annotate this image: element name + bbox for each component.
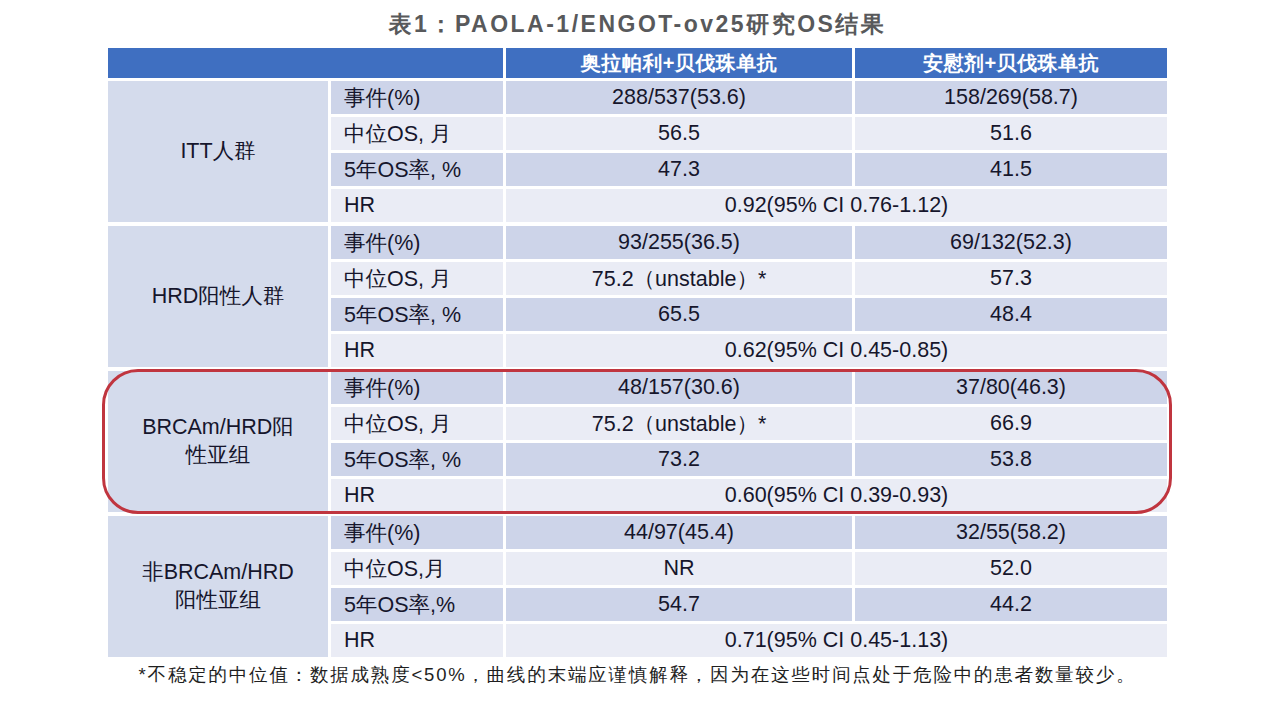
table-header-row: 奥拉帕利+贝伐珠单抗 安慰剂+贝伐珠单抗 [108, 48, 1167, 78]
value-cell-olaparib: 93/255(36.5) [506, 226, 852, 259]
table-title: 表1：PAOLA-1/ENGOT-ov25研究OS结果 [108, 9, 1167, 40]
row-label-cell: 中位OS,月 [331, 552, 503, 585]
header-col-placebo: 安慰剂+贝伐珠单抗 [855, 48, 1167, 78]
value-cell-olaparib: 73.2 [506, 443, 852, 476]
row-label-cell: 中位OS, 月 [331, 407, 503, 440]
value-cell-placebo: 37/80(46.3) [855, 371, 1167, 404]
header-empty-cell [108, 48, 503, 78]
row-label-cell: 中位OS, 月 [331, 117, 503, 150]
group-name-cell: HRD阳性人群 [108, 226, 328, 367]
value-cell-placebo: 66.9 [855, 407, 1167, 440]
group-name: ITT人群 [180, 138, 255, 166]
value-cell-placebo: 57.3 [855, 262, 1167, 295]
value-cell-placebo: 52.0 [855, 552, 1167, 585]
value-cell-olaparib: 54.7 [506, 588, 852, 621]
row-label-cell: 事件(%) [331, 226, 503, 259]
value-cell-placebo: 48.4 [855, 298, 1167, 331]
value-cell-olaparib: 47.3 [506, 153, 852, 186]
hr-value-cell: 0.71(95% CI 0.45-1.13) [506, 624, 1167, 657]
value-cell-olaparib: NR [506, 552, 852, 585]
table-body: ITT人群事件(%)288/537(53.6)158/269(58.7)中位OS… [108, 81, 1167, 657]
value-cell-placebo: 51.6 [855, 117, 1167, 150]
hr-value-cell: 0.60(95% CI 0.39-0.93) [506, 479, 1167, 512]
value-cell-placebo: 69/132(52.3) [855, 226, 1167, 259]
row-label-cell: 5年OS率, % [331, 153, 503, 186]
footnote: *不稳定的中位值：数据成熟度<50%，曲线的末端应谨慎解释，因为在这些时间点处于… [108, 662, 1167, 687]
table-group: 非BRCAm/HRD阳性亚组事件(%)44/97(45.4)32/55(58.2… [108, 516, 1167, 657]
os-results-table: 奥拉帕利+贝伐珠单抗 安慰剂+贝伐珠单抗 ITT人群事件(%)288/537(5… [108, 48, 1167, 661]
group-name: HRD阳性人群 [152, 283, 285, 311]
hr-value-cell: 0.62(95% CI 0.45-0.85) [506, 334, 1167, 367]
value-cell-placebo: 53.8 [855, 443, 1167, 476]
value-cell-olaparib: 48/157(30.6) [506, 371, 852, 404]
row-label-cell: HR [331, 479, 503, 512]
value-cell-olaparib: 44/97(45.4) [506, 516, 852, 549]
row-label-cell: HR [331, 334, 503, 367]
row-label-cell: 5年OS率, % [331, 443, 503, 476]
table-group: BRCAm/HRD阳性亚组事件(%)48/157(30.6)37/80(46.3… [108, 371, 1167, 512]
value-cell-placebo: 44.2 [855, 588, 1167, 621]
group-name: 非BRCAm/HRD阳性亚组 [138, 559, 298, 615]
value-cell-olaparib: 75.2（unstable）* [506, 407, 852, 440]
row-label-cell: 事件(%) [331, 81, 503, 114]
row-label-cell: 5年OS率, % [331, 298, 503, 331]
value-cell-olaparib: 75.2（unstable）* [506, 262, 852, 295]
row-label-cell: 事件(%) [331, 516, 503, 549]
value-cell-placebo: 41.5 [855, 153, 1167, 186]
row-label-cell: 事件(%) [331, 371, 503, 404]
group-name-cell: ITT人群 [108, 81, 328, 222]
group-name-cell: BRCAm/HRD阳性亚组 [108, 371, 328, 512]
group-name: BRCAm/HRD阳性亚组 [138, 414, 298, 470]
row-label-cell: 5年OS率,% [331, 588, 503, 621]
page: 表1：PAOLA-1/ENGOT-ov25研究OS结果 奥拉帕利+贝伐珠单抗 安… [0, 0, 1280, 720]
table-group: HRD阳性人群 事件(%)93/255(36.5)69/132(52.3) 中位OS… [108, 226, 1167, 367]
value-cell-olaparib: 65.5 [506, 298, 852, 331]
value-cell-placebo: 158/269(58.7) [855, 81, 1167, 114]
row-label-cell: HR [331, 189, 503, 222]
table-group: ITT人群 事件(%)288/537(53.6)158/269(58.7) 中位OS… [108, 81, 1167, 222]
group-name-cell: 非BRCAm/HRD阳性亚组 [108, 516, 328, 657]
value-cell-placebo: 32/55(58.2) [855, 516, 1167, 549]
header-col-olaparib: 奥拉帕利+贝伐珠单抗 [506, 48, 852, 78]
hr-value-cell: 0.92(95% CI 0.76-1.12) [506, 189, 1167, 222]
row-label-cell: HR [331, 624, 503, 657]
row-label-cell: 中位OS, 月 [331, 262, 503, 295]
value-cell-olaparib: 56.5 [506, 117, 852, 150]
value-cell-olaparib: 288/537(53.6) [506, 81, 852, 114]
